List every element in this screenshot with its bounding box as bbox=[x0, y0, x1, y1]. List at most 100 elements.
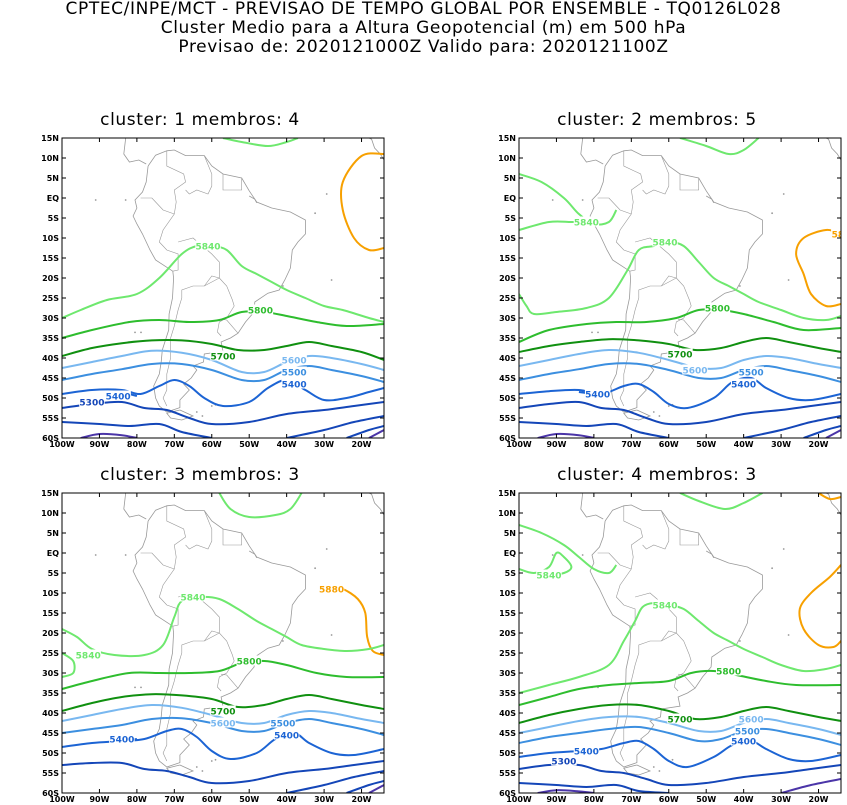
country-border bbox=[140, 197, 175, 215]
island bbox=[140, 331, 142, 334]
header-title: CPTEC/INPE/MCT - PREVISAO DE TEMPO GLOBA… bbox=[65, 0, 782, 19]
lat-label: EQ bbox=[504, 194, 516, 203]
island bbox=[671, 758, 674, 761]
lat-label: 30S bbox=[499, 669, 516, 678]
country-border bbox=[615, 505, 643, 627]
contour-label-bg bbox=[75, 649, 101, 660]
country-border bbox=[615, 150, 643, 272]
contour-5800 bbox=[519, 308, 841, 343]
island bbox=[94, 554, 97, 556]
island bbox=[134, 331, 136, 334]
contour-label: 5600 bbox=[282, 356, 307, 366]
island bbox=[782, 193, 785, 195]
lat-label: 15S bbox=[42, 254, 59, 263]
island bbox=[195, 411, 198, 413]
contour-label: 5500 bbox=[735, 727, 760, 737]
lon-label: 60W bbox=[202, 795, 222, 804]
contour-5880 bbox=[331, 587, 384, 656]
lon-label: 90W bbox=[546, 795, 566, 804]
contour-5600 bbox=[62, 349, 384, 375]
island bbox=[210, 760, 213, 762]
island bbox=[282, 285, 284, 287]
country-border bbox=[158, 505, 186, 627]
lat-label: EQ bbox=[47, 549, 59, 558]
island bbox=[782, 548, 785, 550]
contour-label: 5400 bbox=[274, 731, 299, 741]
country-border bbox=[217, 632, 235, 692]
island bbox=[652, 411, 655, 413]
contour-label: 5840 bbox=[574, 218, 599, 228]
country-border bbox=[185, 155, 213, 195]
lat-label: 50S bbox=[42, 394, 59, 403]
coastline bbox=[123, 493, 147, 520]
contour-5800 bbox=[62, 310, 384, 339]
coastline bbox=[589, 149, 763, 413]
island bbox=[597, 331, 599, 334]
coastline bbox=[123, 138, 147, 165]
lon-label: 40W bbox=[277, 440, 297, 449]
lat-label: 60S bbox=[499, 434, 516, 443]
lat-label: 40S bbox=[499, 354, 516, 363]
island bbox=[201, 770, 204, 772]
contour-label-bg bbox=[831, 228, 841, 239]
contour-label-bg bbox=[180, 591, 206, 602]
island bbox=[771, 212, 774, 215]
coastline bbox=[580, 138, 604, 165]
lat-label: 10N bbox=[41, 154, 59, 163]
map-panel-cluster-1: cluster: 1 membros: 4 5840 5800 5700 5600 55… bbox=[0, 110, 400, 450]
contour-5500 bbox=[519, 362, 841, 383]
contour-label-bg bbox=[652, 236, 678, 247]
coastline bbox=[825, 138, 841, 161]
lat-label: 20S bbox=[42, 629, 59, 638]
contour-label-bg bbox=[281, 354, 307, 365]
contour-5840 bbox=[519, 601, 841, 694]
contour-5200 bbox=[368, 429, 384, 438]
country-border bbox=[619, 592, 677, 762]
contour-5300 bbox=[62, 760, 384, 785]
lon-label: 20W bbox=[352, 440, 372, 449]
country-border bbox=[221, 673, 239, 689]
contour-label: 5500 bbox=[739, 368, 764, 378]
lon-label: 30W bbox=[771, 795, 791, 804]
coastline bbox=[825, 493, 841, 516]
contour-label-bg bbox=[738, 366, 764, 377]
contour-5300 bbox=[346, 780, 384, 793]
lat-label: 55S bbox=[42, 414, 59, 423]
contour-label-bg bbox=[734, 725, 761, 736]
contour-5880 bbox=[817, 493, 841, 501]
contour-label: 5800 bbox=[705, 304, 730, 314]
contour-label: 588 bbox=[832, 230, 847, 240]
contour-5600 bbox=[62, 703, 384, 725]
coastline bbox=[580, 493, 604, 520]
contour-label: 5840 bbox=[652, 238, 677, 248]
map-panel-cluster-4: cluster: 4 membros: 3 5840 5840 5800 5700 56… bbox=[457, 465, 847, 805]
map-panel-cluster-3: cluster: 3 membros: 3 5880 5840 5840 5800 57… bbox=[0, 465, 400, 805]
lat-label: 35S bbox=[42, 334, 59, 343]
country-border bbox=[679, 174, 699, 191]
lat-label: 35S bbox=[499, 689, 516, 698]
lat-label: 50S bbox=[499, 394, 516, 403]
contour-5300 bbox=[62, 400, 384, 426]
contour-5880 bbox=[339, 152, 384, 252]
map-plot: 5880 5840 5840 5800 5700 5600 5500 5400 5400 15N 1… bbox=[41, 489, 385, 804]
lon-label: 30W bbox=[314, 440, 334, 449]
lon-label: 80W bbox=[584, 795, 604, 804]
lat-label: 5S bbox=[505, 214, 517, 223]
island bbox=[771, 567, 774, 570]
island bbox=[330, 279, 333, 281]
island bbox=[787, 279, 790, 281]
contour-5200 bbox=[780, 778, 841, 793]
island bbox=[214, 758, 217, 761]
country-border bbox=[597, 197, 632, 215]
contour-label-bg bbox=[247, 304, 274, 315]
contour-5600 bbox=[519, 715, 841, 736]
island bbox=[201, 415, 204, 417]
contour-label: 5840 bbox=[76, 651, 101, 661]
island bbox=[551, 199, 554, 201]
lon-label: 60W bbox=[659, 795, 679, 804]
contour-5300 bbox=[743, 415, 841, 438]
lat-label: 5N bbox=[47, 174, 59, 183]
lat-label: 40S bbox=[42, 709, 59, 718]
lon-label: 60W bbox=[659, 440, 679, 449]
